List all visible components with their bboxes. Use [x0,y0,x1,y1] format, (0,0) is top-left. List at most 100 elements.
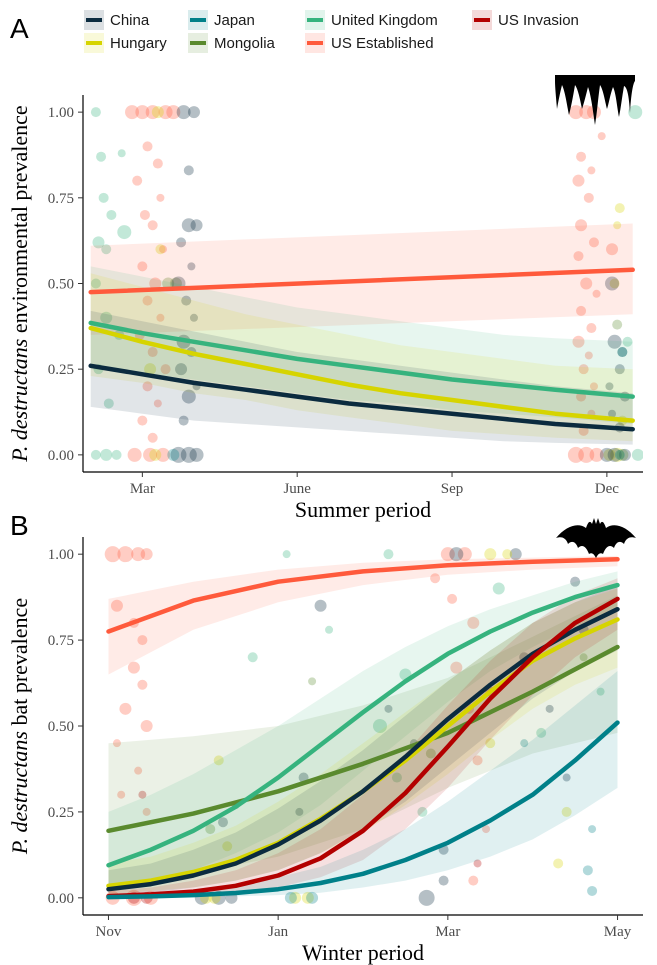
fit-line-united-kingdom [88,320,635,399]
panel-a: 0.00 0.25 0.50 0.75 1.00 Mar June Sep Dec Summer … [7,75,643,522]
data-point-us-established [135,105,150,120]
data-point-united-kingdom [101,244,112,255]
data-point-china [384,704,393,713]
y-tick-label: 0.25 [48,805,74,821]
data-point-us-established [576,305,587,316]
data-point-us-established [578,364,589,375]
data-point-china [545,704,554,713]
fit-line-us-established [88,267,635,295]
data-point-us-established [140,720,153,732]
data-point-us-established [104,546,121,563]
confidence-band-us-invasion [108,578,618,898]
data-point-united-kingdom [492,582,505,595]
data-point-hungary [502,549,513,560]
fit-line-us-invasion [106,596,620,899]
confidence-band-china [108,585,618,895]
data-point-us-established [139,209,150,220]
data-point-china [176,237,187,248]
data-point-us-established [140,548,153,561]
data-point-china [608,409,617,418]
data-point-us-established [117,790,126,799]
data-points [104,546,605,906]
data-point-china [605,276,620,291]
data-point-united-kingdom [106,209,117,220]
data-point-united-kingdom [383,549,394,560]
data-point-us-established [586,323,597,334]
fit-line-united-kingdom [106,582,620,868]
y-tick-label: 0.00 [48,891,74,907]
fit-line-japan [106,720,620,900]
y-tick-label: 0.50 [48,719,74,735]
x-tick-label: May [604,924,632,940]
y-tick-label: 0.50 [48,277,74,293]
data-point-united-kingdom [536,727,547,738]
data-point-china [438,875,449,886]
data-point-us-established [160,364,171,375]
legend: China Hungary Japan Mongolia United Kingdom U… [84,10,579,53]
x-tick-label: Mar [435,924,460,940]
y-axis-title-rest: environmental prevalence [7,105,32,338]
data-point-hungary [609,278,620,289]
data-point-us-established [592,289,601,298]
data-point-us-established [576,151,587,162]
y-tick-label: 0.25 [48,362,74,378]
y-tick-label: 1.00 [48,105,74,121]
data-point-united-kingdom [98,192,109,203]
data-point-us-established [119,702,132,715]
data-point-us-established [158,105,173,120]
data-point-us-established [134,766,143,775]
data-point-united-kingdom [117,149,126,158]
legend-item-us-invasion: US Invasion [472,10,579,30]
data-point-us-invasion [138,790,147,799]
x-axis-title: Summer period [295,497,431,522]
data-point-china [181,218,196,233]
data-point-china [189,313,198,322]
data-point-united-kingdom [391,772,402,783]
data-point-mongolia [612,319,623,330]
x-axis-title: Winter period [302,940,424,965]
y-axis-title-italic: P. destructans [7,731,32,855]
data-point-us-established [584,351,593,360]
data-point-united-kingdom [372,719,387,733]
confidence-band-us-established [108,555,618,675]
data-point-us-established [159,245,167,254]
legend-label: US Established [331,35,434,52]
data-point-us-established [131,547,146,562]
data-point-japan [306,891,319,904]
data-point-us-established [166,105,181,120]
data-point-united-kingdom [100,448,113,461]
data-point-united-kingdom [90,107,101,118]
bat-shape [556,518,636,558]
y-tick-label: 0.75 [48,633,74,649]
data-point-china [607,447,622,462]
data-point-us-established [589,447,604,462]
data-point-mongolia [205,824,216,835]
data-point-us-established [587,166,596,175]
data-point-us-established [147,432,158,443]
data-point-china [170,446,187,463]
data-point-china [599,447,614,462]
data-point-us-established [572,174,585,187]
data-point-china [509,548,522,561]
stalactites-shape [555,75,635,125]
x-tick-label: Nov [96,924,122,940]
data-point-china [189,447,204,462]
data-point-us-established [440,547,455,562]
confidence-band-japan [108,671,618,898]
data-point-us-established [589,382,598,391]
data-point-us-established [110,599,123,612]
data-point-us-established [450,661,463,674]
data-point-united-kingdom [92,236,105,249]
y-axis-title: P. destructans environmental prevalence [7,105,32,462]
data-point-china [562,773,571,782]
legend-label: Mongolia [214,35,276,52]
data-point-united-kingdom [596,687,605,696]
data-point-us-established [152,158,163,169]
data-point-china [187,262,196,271]
data-point-us-established [472,755,483,766]
data-point-us-established [137,635,148,646]
data-point-japan [284,891,297,904]
data-point-us-established [127,447,142,462]
y-tick-label: 0.00 [48,448,74,464]
